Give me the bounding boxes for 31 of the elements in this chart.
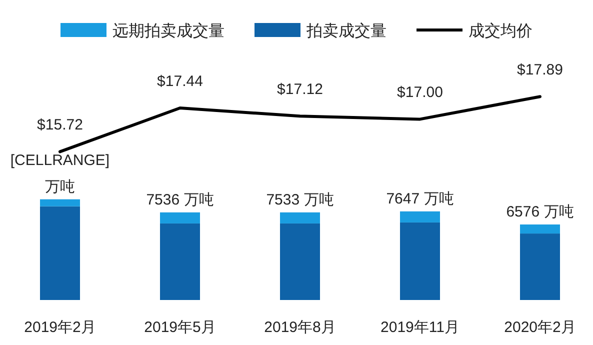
annotation: 7536 万吨 <box>146 191 214 208</box>
x-tick-label: 2019年11月 <box>380 319 460 336</box>
bar <box>280 212 320 224</box>
annotation: 6576 万吨 <box>506 203 574 220</box>
legend: 成交均价 <box>416 23 532 40</box>
x-tick-label: 2019年5月 <box>144 319 216 336</box>
data-label: $15.72 <box>37 116 83 134</box>
bar <box>160 212 200 224</box>
x-tick-label: 2020年2月 <box>504 319 576 336</box>
bar <box>400 211 440 222</box>
legend-label: 成交均价 <box>468 22 532 40</box>
data-label: $17.44 <box>157 73 203 90</box>
annotation: 7647 万吨 <box>386 190 454 208</box>
bar <box>40 206 80 300</box>
legend-label: 拍卖成交量 <box>306 22 386 40</box>
bar <box>520 234 560 300</box>
data-label: $17.00 <box>397 84 443 102</box>
x-tick-label: 2019年2月 <box>24 319 96 336</box>
data-label: $17.12 <box>277 81 323 98</box>
bar <box>400 222 440 300</box>
data-label: $17.89 <box>517 62 563 79</box>
legend-label: 远期拍卖成交量 <box>112 22 224 40</box>
bar <box>160 223 200 300</box>
bar <box>40 199 80 206</box>
annotation: [CELLRANGE] 万吨 <box>10 152 110 196</box>
legend: 远期拍卖成交量 <box>60 23 224 40</box>
legend: 拍卖成交量 <box>254 23 386 40</box>
annotation: 7533 万吨 <box>266 191 334 208</box>
x-tick-label: 2019年8月 <box>264 319 336 336</box>
bar <box>280 223 320 300</box>
bar <box>520 224 560 234</box>
